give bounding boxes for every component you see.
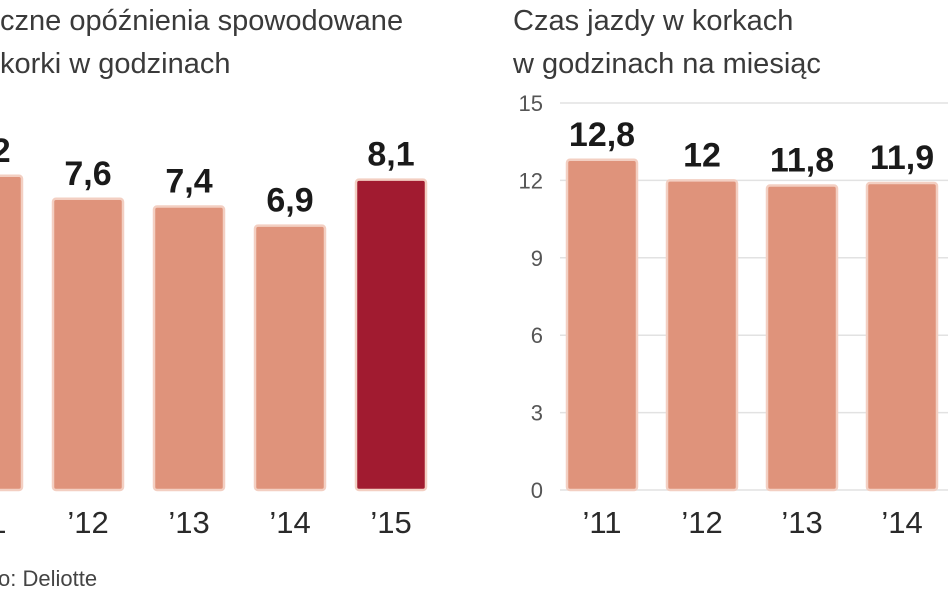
x-tick-label: ’14 [269,505,310,540]
chart-title: Czas jazdy w korkach [513,5,793,37]
value-label: 12 [683,136,721,174]
y-tick-label: 6 [531,323,543,348]
x-tick-label: ’13 [168,505,209,540]
bar [152,205,226,492]
bar [765,184,839,492]
bar [865,181,939,492]
x-tick-label: ’13 [781,505,822,540]
bar [565,158,639,492]
bar [51,197,125,492]
value-label: 8,2 [0,132,11,170]
bar [253,224,327,492]
x-tick-label: ’15 [370,505,411,540]
x-tick-label: ’12 [67,505,108,540]
chart-title: w godzinach na miesiąc [512,48,821,80]
y-tick-label: 9 [531,246,543,271]
value-label: 6,9 [266,182,313,220]
value-label: 11,8 [770,142,834,180]
value-label: 7,6 [64,155,111,193]
bar [0,174,24,492]
value-label: 12,8 [569,116,635,154]
source: o: Deliotte [0,566,97,591]
bar [354,178,428,492]
value-label: 7,4 [165,162,212,200]
y-tick-label: 12 [519,168,543,193]
x-tick-label: ’12 [681,505,722,540]
x-tick-label: ’11 [582,505,621,540]
y-tick-label: 3 [531,401,543,426]
y-tick-label: 15 [519,91,543,116]
chart-title: korki w godzinach [0,48,231,80]
value-label: 11,9 [870,139,934,177]
chart-title: czne opóźnienia spowodowane [0,5,403,37]
x-tick-label: ’14 [881,505,922,540]
value-label: 8,1 [367,136,414,174]
bar [665,179,739,492]
y-tick-label: 0 [531,478,543,503]
x-tick-label: ’11 [0,505,7,540]
